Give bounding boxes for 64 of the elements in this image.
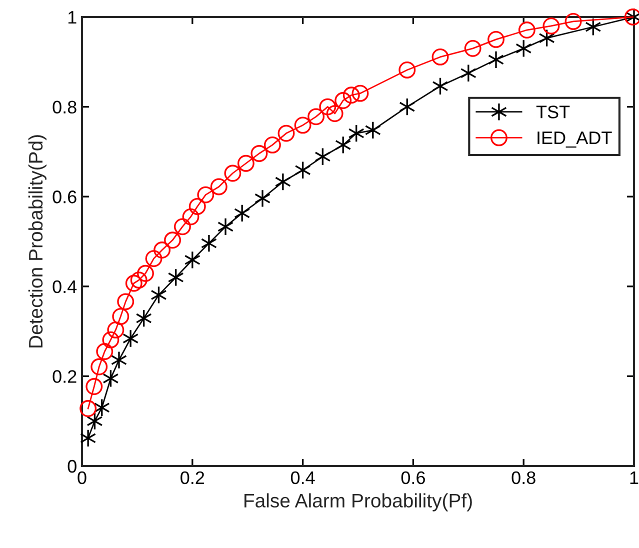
point: [174, 218, 191, 236]
point: [518, 22, 536, 38]
y-tick-label: 0.6: [52, 190, 76, 204]
x-axis-title: False Alarm Probability(Pf): [244, 493, 472, 512]
point: [182, 208, 200, 226]
point: [274, 172, 291, 191]
point: [488, 50, 504, 69]
x-tick-label: 0.8: [512, 471, 536, 484]
point: [564, 13, 582, 30]
point: [80, 428, 96, 448]
point: [110, 350, 128, 370]
point: [335, 136, 352, 154]
y-tick-label: 0: [68, 460, 76, 473]
point: [264, 136, 281, 154]
y-tick-label: 0.4: [52, 280, 77, 294]
point: [96, 343, 114, 360]
x-tick-label: 0.4: [290, 471, 315, 484]
point: [137, 264, 154, 282]
x-tick-label: 0.2: [180, 471, 204, 484]
y-axis-title: Detection Probability(Pd): [28, 135, 46, 348]
point: [342, 86, 360, 104]
point: [432, 48, 449, 66]
point: [107, 321, 124, 338]
point: [319, 98, 336, 116]
point: [130, 272, 148, 289]
legend-label: TST: [536, 106, 570, 118]
y-tick-label: 0.2: [52, 370, 76, 383]
point: [237, 154, 254, 172]
point: [102, 331, 120, 348]
point: [125, 274, 142, 292]
x-tick-label: 0: [78, 471, 86, 484]
point: [145, 250, 162, 268]
point: [122, 329, 139, 348]
point: [112, 308, 130, 325]
point: [542, 18, 560, 34]
point: [80, 400, 97, 417]
point: [86, 378, 103, 395]
x-tick-label: 0.6: [401, 471, 425, 484]
point: [250, 145, 268, 162]
point: [200, 234, 218, 252]
point: [154, 242, 171, 259]
legend-label: IED_ADT: [538, 132, 612, 148]
point: [254, 189, 271, 208]
point: [464, 40, 482, 57]
point: [90, 358, 108, 376]
point: [334, 92, 352, 109]
point: [326, 105, 344, 122]
point: [352, 84, 369, 102]
point: [294, 116, 312, 134]
point: [278, 124, 295, 142]
point: [224, 164, 242, 182]
point: [188, 198, 206, 215]
point: [117, 293, 134, 310]
x-tick-label: 1: [630, 472, 638, 484]
point: [234, 204, 250, 222]
point: [488, 30, 504, 48]
point: [308, 108, 325, 126]
point: [164, 232, 181, 249]
point: [197, 186, 214, 204]
point: [398, 62, 416, 78]
y-tick-label: 0.8: [52, 100, 76, 114]
y-tick-label: 1: [68, 11, 76, 24]
point: [217, 218, 234, 236]
point: [210, 178, 228, 196]
